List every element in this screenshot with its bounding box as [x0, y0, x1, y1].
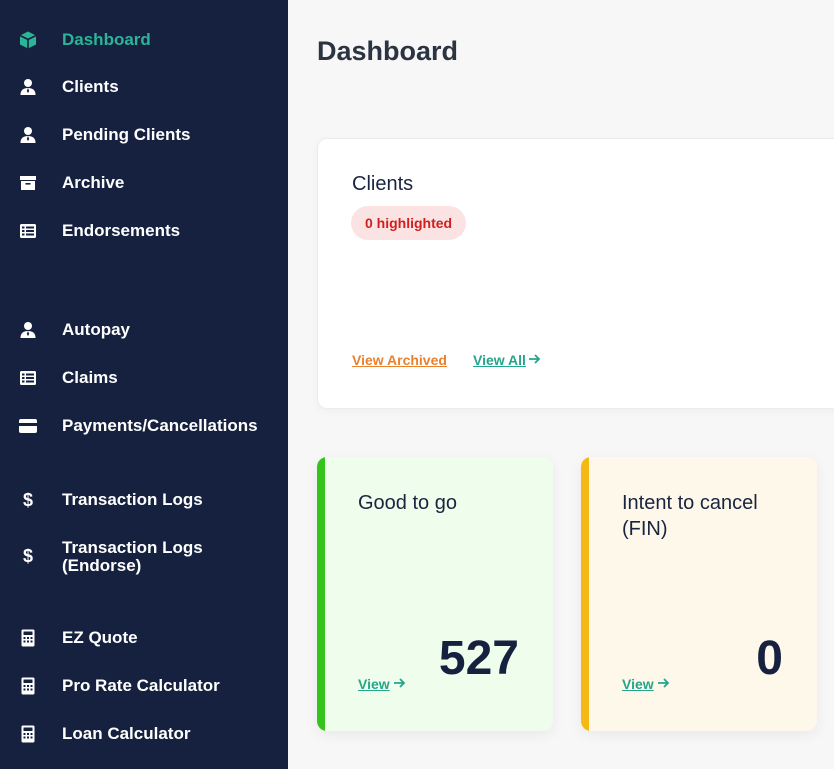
sidebar-item-label: Pending Clients — [62, 125, 191, 144]
sidebar-item-label: Archive — [62, 173, 125, 192]
arrow-right-icon — [393, 676, 406, 692]
sidebar-item-label: Transaction Logs — [62, 490, 203, 509]
view-all-link[interactable]: View All — [473, 352, 541, 368]
sidebar-item-pending-clients[interactable]: Pending Clients — [0, 115, 288, 155]
user-icon — [17, 124, 39, 146]
arrow-right-icon — [528, 352, 541, 368]
calculator-icon — [17, 723, 39, 745]
sidebar-item-dashboard[interactable]: Dashboard — [0, 20, 288, 60]
calculator-icon — [17, 627, 39, 649]
page-title: Dashboard — [317, 36, 459, 66]
sidebar-item-autopay[interactable]: Autopay — [0, 310, 288, 350]
clients-card-title: Clients — [352, 173, 414, 195]
sidebar-item-transaction-logs-endorse[interactable]: $ Transaction Logs (Endorse) — [0, 536, 288, 576]
stat-value: 0 — [756, 632, 783, 685]
sidebar: Dashboard Clients Pending Clients Archiv… — [0, 0, 288, 769]
user-icon — [17, 76, 39, 98]
intent-to-cancel-card: Intent to cancel (FIN) View 0 — [581, 457, 817, 731]
sidebar-item-archive[interactable]: Archive — [0, 163, 288, 203]
sidebar-item-loan-calculator[interactable]: Loan Calculator — [0, 714, 288, 754]
stat-card-title: Good to go — [358, 492, 457, 514]
dollar-icon: $ — [22, 545, 33, 566]
sidebar-item-label: Clients — [62, 77, 119, 96]
credit-card-icon — [17, 415, 39, 437]
sidebar-item-endorsements[interactable]: Endorsements — [0, 211, 288, 251]
view-all-label: View All — [473, 352, 526, 368]
view-link[interactable]: View — [358, 676, 406, 692]
list-icon — [17, 367, 39, 389]
sidebar-item-label: EZ Quote — [62, 628, 138, 647]
arrow-right-icon — [657, 676, 670, 692]
sidebar-item-label: Dashboard — [62, 30, 151, 49]
view-label: View — [622, 676, 654, 692]
accent-bar — [317, 457, 325, 731]
sidebar-item-pro-rate-calculator[interactable]: Pro Rate Calculator — [0, 666, 288, 706]
main-content: Dashboard Clients 0 highlighted View Arc… — [288, 0, 834, 769]
stat-value: 527 — [438, 632, 519, 685]
highlighted-badge: 0 highlighted — [351, 206, 467, 240]
clients-card: Clients 0 highlighted View Archived View… — [317, 138, 834, 409]
list-icon — [17, 220, 39, 242]
sidebar-item-transaction-logs[interactable]: $ Transaction Logs — [0, 480, 288, 520]
sidebar-item-label: Payments/Cancellations — [62, 416, 258, 435]
sidebar-item-clients[interactable]: Clients — [0, 67, 288, 107]
sidebar-item-label: Autopay — [62, 320, 130, 339]
accent-bar — [581, 457, 589, 731]
user-icon — [17, 319, 39, 341]
calculator-icon — [17, 675, 39, 697]
archive-icon — [17, 172, 39, 194]
sidebar-item-label: Endorsements — [62, 221, 181, 240]
view-link[interactable]: View — [622, 676, 670, 692]
sidebar-item-label: Pro Rate Calculator — [62, 676, 220, 695]
good-to-go-card: Good to go View 527 — [317, 457, 553, 731]
sidebar-item-label: Claims — [62, 368, 118, 387]
stat-card-title: Intent to cancel (FIN) — [622, 492, 758, 540]
sidebar-item-payments-cancellations[interactable]: Payments/Cancellations — [0, 406, 288, 446]
sidebar-item-label: Transaction Logs (Endorse) — [62, 538, 203, 575]
box-icon — [17, 29, 39, 51]
dollar-icon: $ — [22, 489, 33, 510]
view-label: View — [358, 676, 390, 692]
sidebar-item-label: Loan Calculator — [62, 724, 191, 743]
view-archived-link[interactable]: View Archived — [352, 352, 447, 368]
sidebar-item-ez-quote[interactable]: EZ Quote — [0, 618, 288, 658]
sidebar-item-claims[interactable]: Claims — [0, 358, 288, 398]
